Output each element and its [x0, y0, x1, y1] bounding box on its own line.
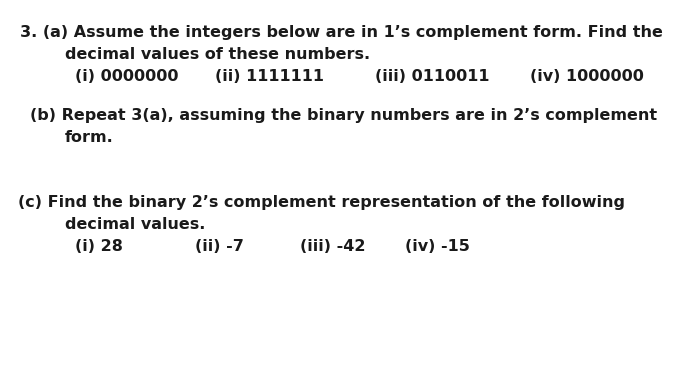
Text: (ii) -7: (ii) -7: [195, 239, 244, 254]
Text: 3. (a) Assume the integers below are in 1’s complement form. Find the: 3. (a) Assume the integers below are in …: [20, 25, 663, 40]
Text: (i) 0000000: (i) 0000000: [75, 69, 178, 84]
Text: (iv) 1000000: (iv) 1000000: [530, 69, 644, 84]
Text: (ii) 1111111: (ii) 1111111: [215, 69, 324, 84]
Text: (iii) -42: (iii) -42: [300, 239, 365, 254]
Text: (b) Repeat 3(a), assuming the binary numbers are in 2’s complement: (b) Repeat 3(a), assuming the binary num…: [30, 108, 657, 123]
Text: (i) 28: (i) 28: [75, 239, 123, 254]
Text: (c) Find the binary 2’s complement representation of the following: (c) Find the binary 2’s complement repre…: [18, 195, 625, 210]
Text: decimal values.: decimal values.: [65, 217, 205, 232]
Text: (iv) -15: (iv) -15: [405, 239, 470, 254]
Text: form.: form.: [65, 130, 113, 145]
Text: decimal values of these numbers.: decimal values of these numbers.: [65, 47, 370, 62]
Text: (iii) 0110011: (iii) 0110011: [375, 69, 489, 84]
